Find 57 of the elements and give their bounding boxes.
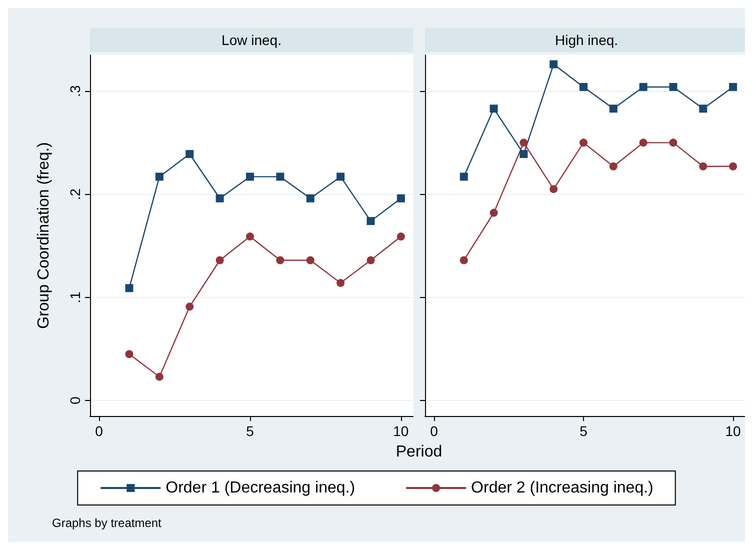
legend-label: Order 2 (Increasing ineq.) — [471, 480, 654, 496]
chart-title: High ineq. — [554, 32, 618, 48]
point — [276, 172, 284, 181]
point — [125, 284, 134, 292]
point — [669, 82, 678, 91]
point — [366, 217, 375, 226]
point — [306, 256, 314, 264]
legend-label: Order 1 (Decreasing ineq.) — [166, 480, 356, 496]
point — [699, 104, 708, 113]
point — [460, 256, 468, 264]
point — [729, 162, 738, 170]
chart-title: Low ineq. — [222, 32, 282, 48]
x-tick-label: 10 — [393, 423, 409, 439]
point — [520, 138, 528, 147]
point — [460, 172, 468, 181]
point — [699, 162, 708, 170]
point — [216, 194, 224, 202]
point — [639, 138, 648, 147]
point — [609, 162, 618, 170]
point — [609, 104, 618, 113]
x-tick-label: 5 — [246, 423, 254, 439]
point — [155, 372, 164, 381]
point — [336, 278, 345, 287]
point — [490, 208, 498, 217]
point — [550, 60, 558, 68]
point — [186, 302, 194, 311]
point — [580, 138, 588, 147]
x-tick-label: 0 — [95, 423, 104, 439]
x-tick-label: 10 — [725, 423, 742, 439]
point — [246, 172, 254, 181]
point — [580, 82, 588, 91]
y-tick-label: 0 — [67, 396, 83, 404]
y-tick-label: .2 — [67, 188, 83, 200]
point — [639, 82, 648, 91]
point — [366, 256, 375, 264]
point — [125, 350, 134, 358]
x-tick-label: 5 — [580, 423, 588, 439]
point — [520, 150, 528, 158]
y-tick-label: .3 — [67, 85, 83, 97]
x-axis-title: Period — [396, 444, 442, 460]
point — [669, 138, 678, 147]
point — [306, 194, 314, 202]
point — [186, 150, 194, 158]
point — [336, 172, 345, 181]
point — [550, 185, 558, 194]
point — [246, 232, 254, 241]
point — [490, 104, 498, 113]
y-tick-label: .1 — [67, 291, 83, 304]
point — [216, 256, 224, 264]
point — [729, 82, 738, 91]
point — [155, 172, 164, 181]
point — [396, 232, 405, 241]
text: Graphs by treatment — [52, 516, 162, 530]
y-axis-title: Group Coordination (freq.) — [36, 142, 52, 329]
point — [396, 194, 405, 202]
point — [276, 256, 284, 264]
x-tick-label: 0 — [430, 423, 438, 439]
